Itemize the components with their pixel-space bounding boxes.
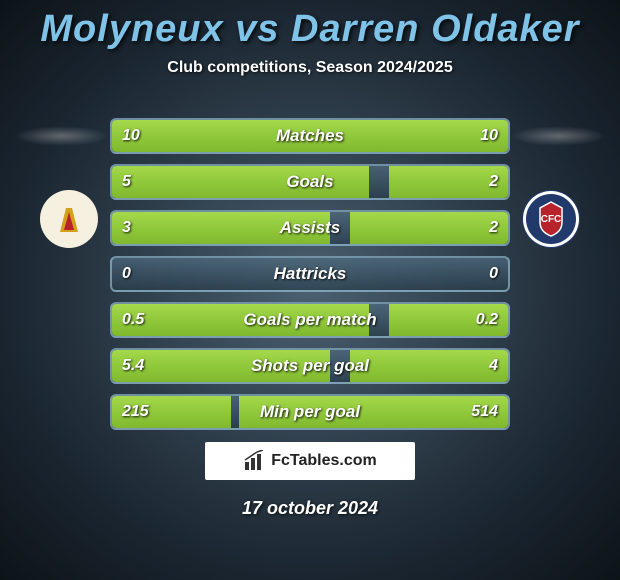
stat-value-right: 514	[471, 396, 498, 428]
stat-bar-right	[350, 212, 508, 244]
watermark-text: FcTables.com	[271, 452, 377, 470]
stat-row: 52Goals	[110, 164, 510, 200]
club-crest-left-icon	[40, 190, 98, 248]
comparison-title: Molyneux vs Darren Oldaker	[0, 0, 620, 51]
stat-bar-left	[112, 304, 369, 336]
comparison-subtitle: Club competitions, Season 2024/2025	[0, 59, 620, 77]
stats-area: 1010Matches52Goals32Assists00Hattricks0.…	[110, 118, 510, 440]
stat-value-left: 0.5	[122, 304, 144, 336]
player-shadow-right	[511, 126, 606, 146]
stat-bar-left	[112, 350, 330, 382]
club-badge-right: CFC	[522, 190, 580, 248]
stat-value-left: 5	[122, 166, 131, 198]
stat-value-right: 0	[489, 258, 498, 290]
stat-row: 215514Min per goal	[110, 394, 510, 430]
stat-value-right: 4	[489, 350, 498, 382]
stat-value-right: 0.2	[476, 304, 498, 336]
svg-text:CFC: CFC	[541, 214, 562, 225]
stat-value-right: 10	[480, 120, 498, 152]
stat-value-left: 3	[122, 212, 131, 244]
stat-row: 5.44Shots per goal	[110, 348, 510, 384]
stat-bar-left	[112, 120, 310, 152]
club-badge-left	[40, 190, 98, 248]
stat-row: 0 0Hattricks	[110, 256, 510, 292]
stat-bar-right	[310, 120, 508, 152]
stat-value-left: 215	[122, 396, 149, 428]
stat-label: Hattricks	[112, 258, 508, 290]
stat-bar-right	[239, 396, 508, 428]
chart-icon	[243, 450, 265, 472]
stat-value-right: 2	[489, 166, 498, 198]
stat-value-left: 10	[122, 120, 140, 152]
stat-bar-right	[350, 350, 508, 382]
watermark-box: FcTables.com	[205, 442, 415, 480]
stat-value-left: 0	[122, 258, 131, 290]
stat-bar-left	[112, 212, 330, 244]
stat-value-left: 5.4	[122, 350, 144, 382]
stat-row: 1010Matches	[110, 118, 510, 154]
stat-row: 0.50.2Goals per match	[110, 302, 510, 338]
stat-row: 32Assists	[110, 210, 510, 246]
player-shadow-left	[14, 126, 109, 146]
stat-value-right: 2	[489, 212, 498, 244]
stat-bar-left	[112, 166, 369, 198]
club-crest-right-icon: CFC	[522, 190, 580, 248]
comparison-date: 17 october 2024	[0, 498, 620, 519]
